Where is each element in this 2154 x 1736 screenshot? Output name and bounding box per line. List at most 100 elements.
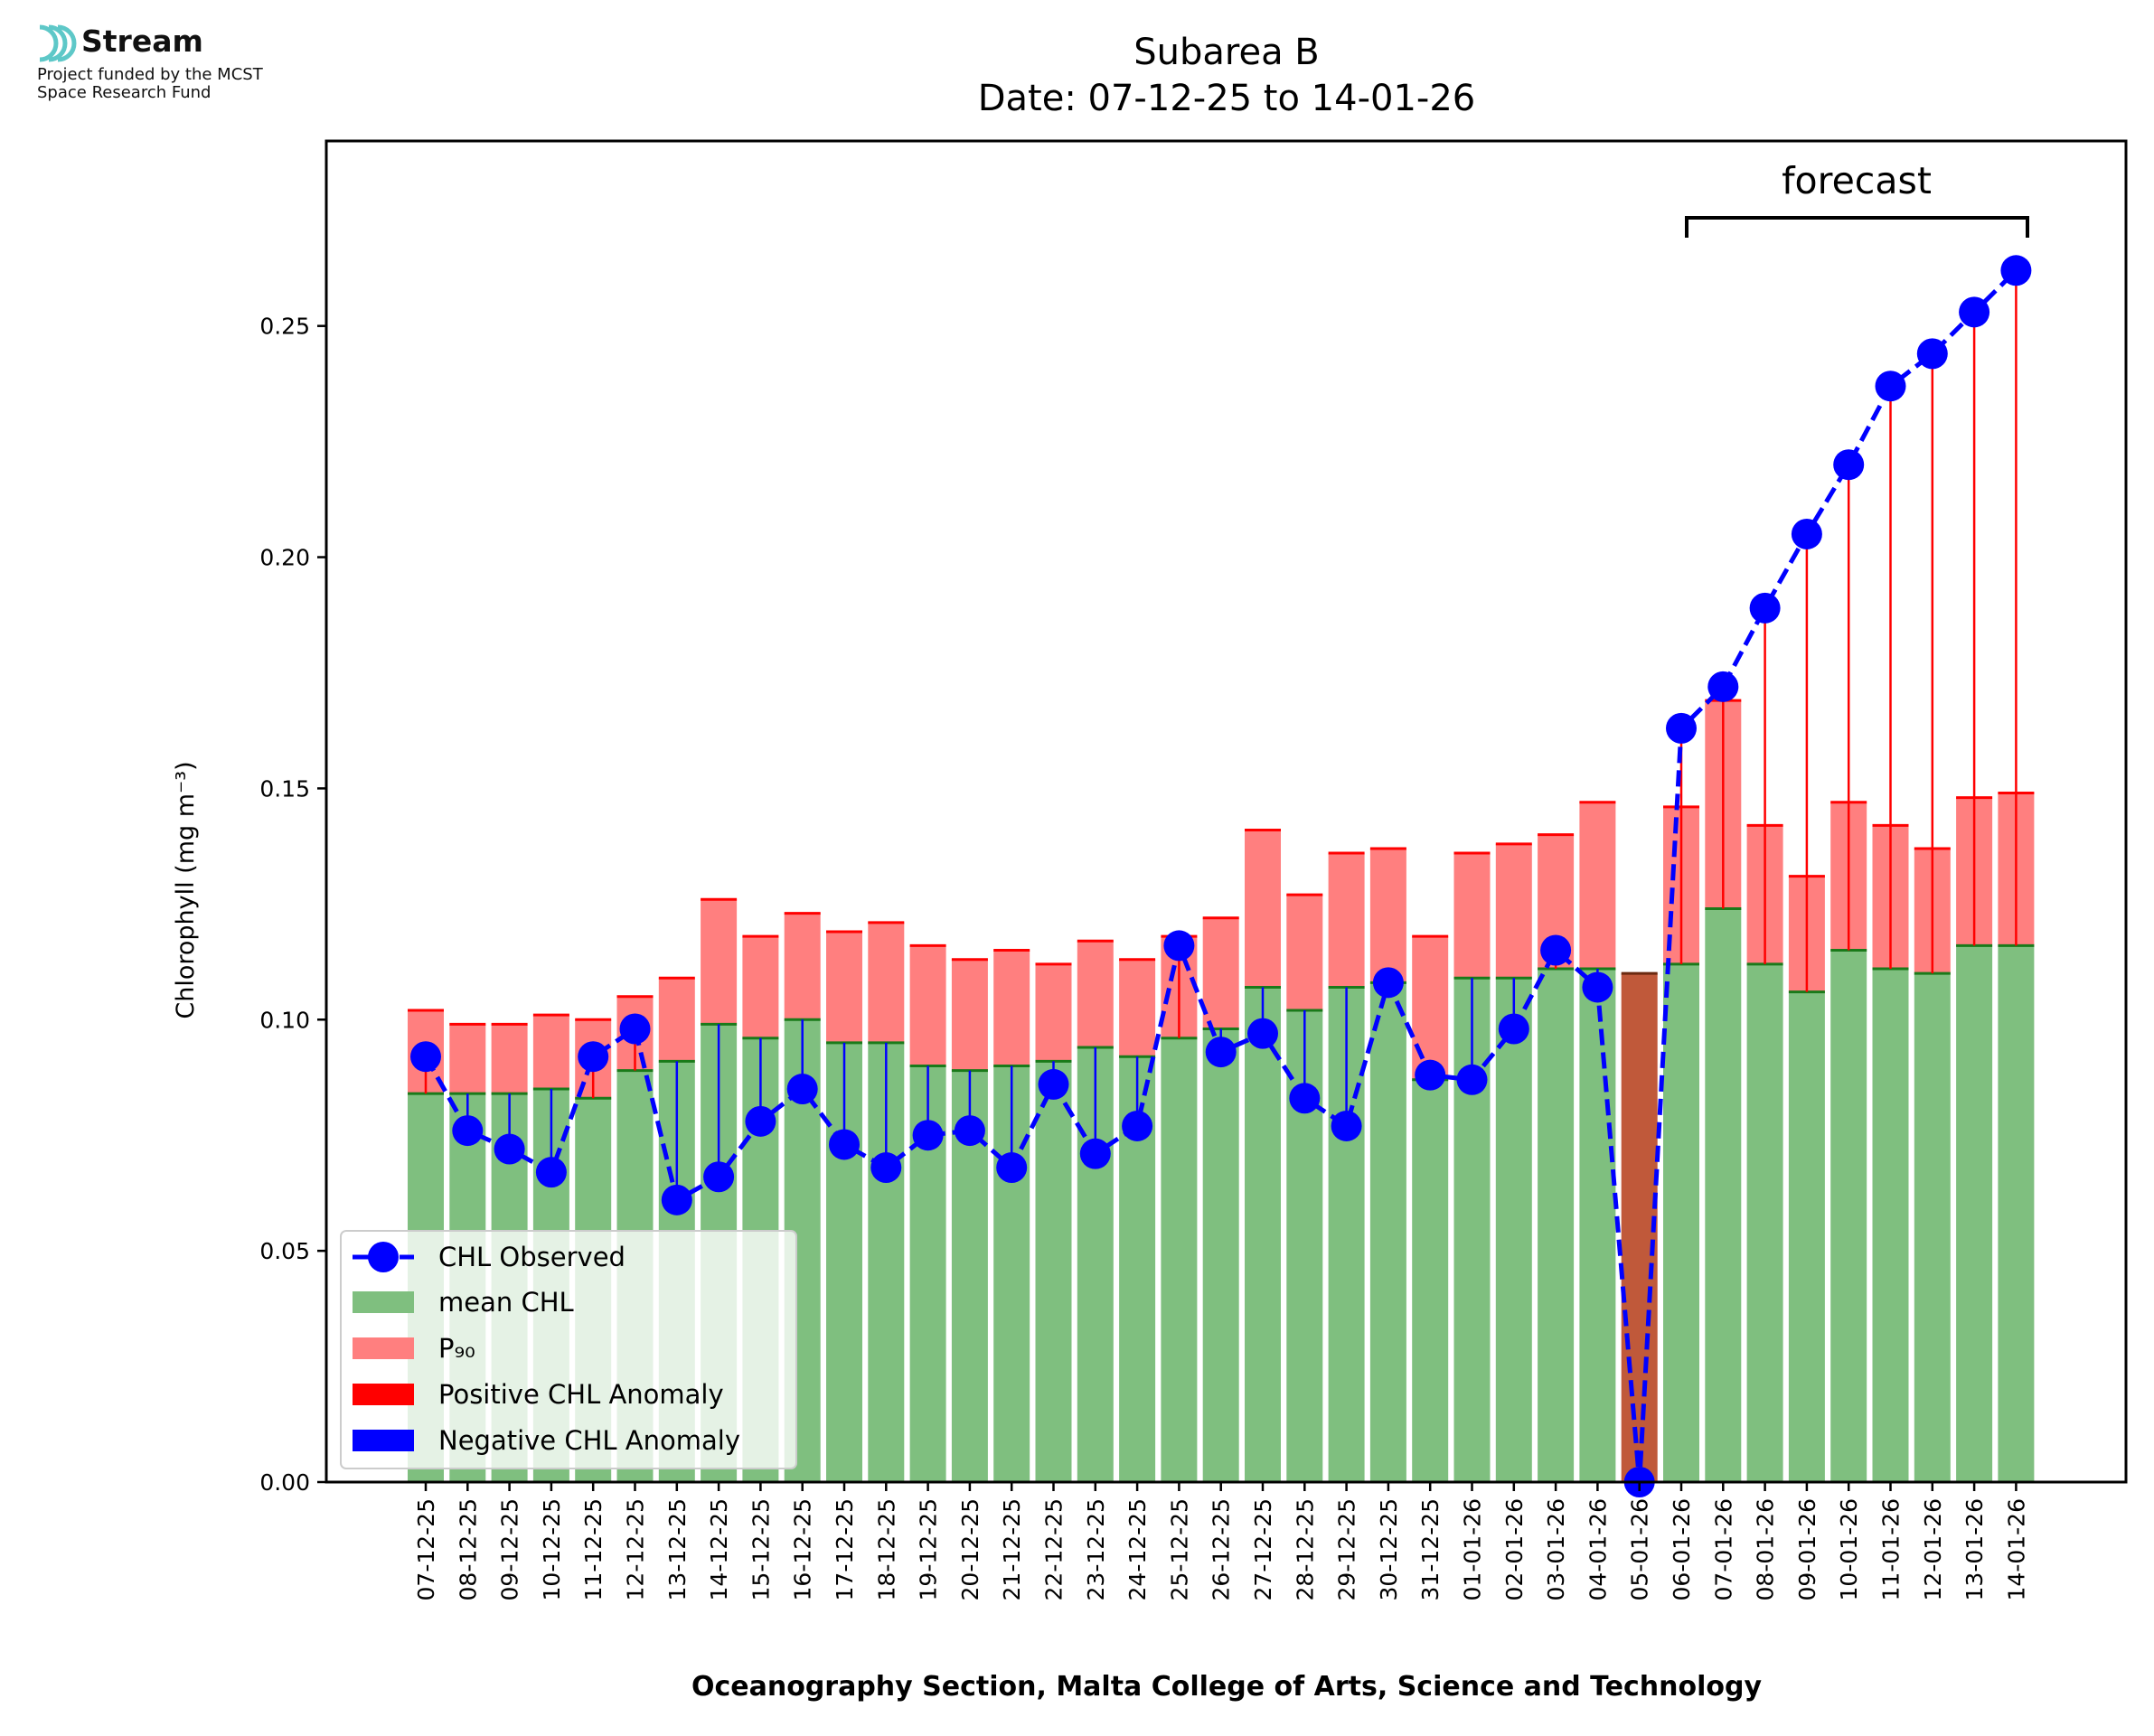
x-tick-label: 05-01-26 — [1627, 1498, 1653, 1600]
p90-bar — [1202, 917, 1239, 1029]
legend-mean-chl-swatch — [353, 1291, 414, 1313]
x-tick-label: 11-01-26 — [1878, 1498, 1905, 1600]
chl-observed-point — [1079, 1138, 1111, 1169]
chl-observed-point — [745, 1105, 776, 1137]
mean-chl-bar — [1412, 1079, 1449, 1482]
x-tick-label: 15-12-25 — [748, 1498, 774, 1600]
y-tick-label: 0.10 — [259, 1007, 310, 1033]
p90-bar — [868, 922, 905, 1043]
p90-bar — [1077, 941, 1114, 1047]
p90-bar — [993, 950, 1030, 1066]
chl-observed-point — [1331, 1110, 1362, 1141]
p90-bar — [449, 1024, 486, 1094]
mean-chl-bar — [1746, 963, 1783, 1482]
legend-label-negative-anomaly: Negative CHL Anomaly — [438, 1425, 740, 1456]
forecast-annotation: forecast — [1685, 159, 2029, 238]
legend-frame — [340, 1230, 797, 1469]
chl-observed-point — [1415, 1059, 1446, 1091]
p90-bar — [701, 899, 738, 1025]
legend-observed-marker — [368, 1242, 399, 1272]
mean-chl-bar — [1914, 973, 1951, 1482]
x-tick-label: 21-12-25 — [999, 1498, 1025, 1600]
p90-bar — [826, 932, 862, 1043]
x-tick-label: 09-01-26 — [1794, 1498, 1820, 1600]
chart-subtitle: Date: 07-12-25 to 14-01-26 — [978, 78, 1476, 119]
chl-observed-point — [1833, 449, 1865, 481]
p90-bar — [1245, 830, 1281, 988]
x-tick-label: 18-12-25 — [873, 1498, 899, 1600]
x-tick-label: 27-12-25 — [1250, 1498, 1276, 1600]
y-tick-label: 0.00 — [259, 1469, 310, 1496]
x-tick-label: 14-12-25 — [706, 1498, 732, 1600]
chl-observed-point — [1122, 1110, 1153, 1141]
y-tick-label: 0.20 — [259, 545, 310, 571]
axes-layer: 0.00 0.05 0.10 0.15 0.20 0.25 07-12-25 08-12-25… — [259, 139, 2128, 1600]
legend: CHL Observed mean CHL P₉₀ Positive CHL Anom… — [340, 1230, 797, 1469]
legend-label-chl-observed: CHL Observed — [438, 1242, 626, 1272]
chl-observed-point — [1372, 967, 1404, 999]
x-tick-label: 08-01-26 — [1753, 1498, 1779, 1600]
y-tick-label: 0.15 — [259, 775, 310, 802]
chl-observed-point — [996, 1152, 1028, 1184]
x-tick-label: 29-12-25 — [1334, 1498, 1360, 1600]
plot-frame — [325, 139, 2128, 1484]
p90-bar — [1495, 843, 1532, 979]
chl-observed-point — [1791, 518, 1822, 549]
p90-bar — [1453, 853, 1491, 979]
p90-bar — [742, 936, 779, 1038]
chl-observed-point — [1163, 930, 1195, 962]
legend-label-mean-chl: mean CHL — [438, 1287, 574, 1318]
chl-observed-point — [786, 1074, 818, 1105]
mean-chl-bar — [1202, 1028, 1239, 1482]
chl-observed-point — [1582, 971, 1613, 1003]
x-tick-label: 10-12-25 — [539, 1498, 565, 1600]
chart-title: Subarea B — [1133, 32, 1320, 73]
legend-negative-anomaly-swatch — [353, 1430, 414, 1451]
x-tick-label: 03-01-26 — [1543, 1498, 1569, 1600]
chl-observed-point — [1916, 338, 1948, 370]
x-tick-label: 17-12-25 — [832, 1498, 858, 1600]
x-tick-label: 31-12-25 — [1417, 1498, 1444, 1600]
x-tick-label: 02-01-26 — [1501, 1498, 1528, 1600]
mean-chl-bar — [1495, 978, 1532, 1482]
chl-observed-point — [1749, 592, 1781, 624]
p90-bar — [658, 978, 695, 1062]
x-tick-label: 24-12-25 — [1124, 1498, 1151, 1600]
chl-observed-point — [703, 1161, 735, 1193]
p90-bar — [491, 1024, 528, 1094]
legend-positive-anomaly-swatch — [353, 1384, 414, 1405]
forecast-label: forecast — [1782, 159, 1932, 202]
logo-brand: Stream — [81, 23, 203, 59]
chl-observed-point — [870, 1152, 902, 1184]
p90-bar — [1412, 936, 1449, 1080]
chl-observed-point — [1205, 1037, 1237, 1068]
chl-observed-point — [829, 1129, 860, 1160]
x-tick-label: 06-01-26 — [1669, 1498, 1695, 1600]
x-tick-label: 16-12-25 — [790, 1498, 816, 1600]
x-tick-label: 19-12-25 — [916, 1498, 942, 1600]
x-tick-label: 30-12-25 — [1376, 1498, 1402, 1600]
mean-chl-bar — [1161, 1037, 1198, 1482]
x-tick-label: 12-01-26 — [1920, 1498, 1946, 1600]
legend-label-positive-anomaly: Positive CHL Anomaly — [438, 1379, 724, 1410]
mean-chl-bar — [1579, 968, 1616, 1482]
p90-bar — [1119, 959, 1156, 1057]
p90-bar — [532, 1015, 569, 1090]
y-axis-label: Chlorophyll (mg m⁻³) — [172, 761, 200, 1018]
x-tick-label: 26-12-25 — [1209, 1498, 1235, 1600]
legend-p90-swatch — [353, 1337, 414, 1359]
x-tick-label: 08-12-25 — [455, 1498, 481, 1600]
chl-observed-point — [1666, 712, 1697, 744]
chl-observed-point — [535, 1157, 567, 1188]
chl-observed-point — [1540, 934, 1572, 966]
mean-chl-bar — [1369, 982, 1406, 1482]
chl-observed-point — [1289, 1083, 1321, 1114]
chl-observed-point — [1456, 1064, 1488, 1095]
p90-bar — [909, 945, 946, 1066]
x-tick-label: 12-12-25 — [623, 1498, 649, 1600]
stream-logo-icon — [39, 24, 77, 62]
mean-chl-bar — [1788, 991, 1825, 1482]
mean-chl-bar — [1663, 963, 1699, 1482]
mean-chl-bar — [1956, 945, 1993, 1482]
x-tick-label: 25-12-25 — [1166, 1498, 1192, 1600]
